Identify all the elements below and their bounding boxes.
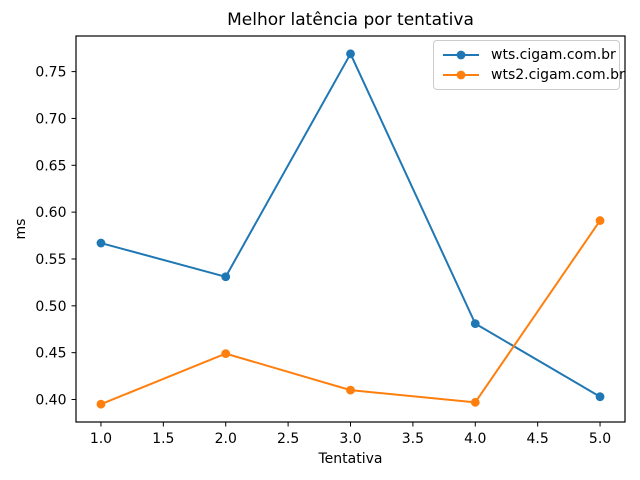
legend-line-marker-icon — [443, 70, 479, 80]
x-tick-label: 2.5 — [277, 431, 299, 447]
data-point-marker-1 — [346, 385, 355, 395]
y-tick-label: 0.70 — [35, 111, 66, 127]
y-tick-label: 0.55 — [35, 252, 66, 268]
x-tick-label: 4.5 — [527, 431, 549, 447]
data-point-marker-0 — [96, 238, 106, 248]
data-point-marker-1 — [96, 399, 106, 409]
chart-title: Melhor latência por tentativa — [227, 10, 474, 30]
data-point-marker-0 — [221, 272, 231, 282]
x-tick-label: 3.5 — [402, 431, 424, 447]
x-tick-label: 1.0 — [90, 431, 112, 447]
legend-label-wts: wts.cigam.com.br — [491, 47, 616, 63]
series-line-1 — [99, 219, 602, 406]
legend: wts.cigam.com.br wts2.cigam.com.br — [433, 40, 625, 90]
data-point-marker-0 — [595, 392, 605, 402]
series-line-0 — [99, 52, 602, 398]
x-tick-label: 1.5 — [152, 431, 174, 447]
y-tick-label: 0.45 — [35, 346, 66, 362]
data-point-marker-1 — [221, 349, 231, 359]
y-tick-label: 0.75 — [35, 65, 66, 81]
data-point-marker-1 — [595, 216, 605, 225]
y-tick-label: 0.60 — [35, 205, 66, 221]
x-tick-label: 3.0 — [339, 431, 361, 447]
legend-entry-wts: wts.cigam.com.br — [442, 45, 616, 65]
x-tick-label: 4.0 — [464, 431, 486, 447]
y-tick-label: 0.40 — [35, 393, 66, 409]
legend-line-marker-icon — [443, 50, 479, 60]
y-tick-label: 0.50 — [35, 299, 66, 315]
data-point-marker-1 — [470, 397, 480, 407]
y-axis-label: ms — [13, 218, 29, 240]
legend-label-wts2: wts2.cigam.com.br — [491, 67, 625, 83]
x-axis-label: Tentativa — [318, 451, 383, 467]
data-point-marker-0 — [470, 319, 480, 329]
data-point-marker-0 — [346, 49, 355, 59]
x-tick-label: 5.0 — [589, 431, 611, 447]
axes-frame — [75, 35, 626, 423]
y-tick-label: 0.65 — [35, 158, 66, 174]
x-tick-label: 2.0 — [215, 431, 237, 447]
legend-entry-wts2: wts2.cigam.com.br — [442, 65, 625, 85]
